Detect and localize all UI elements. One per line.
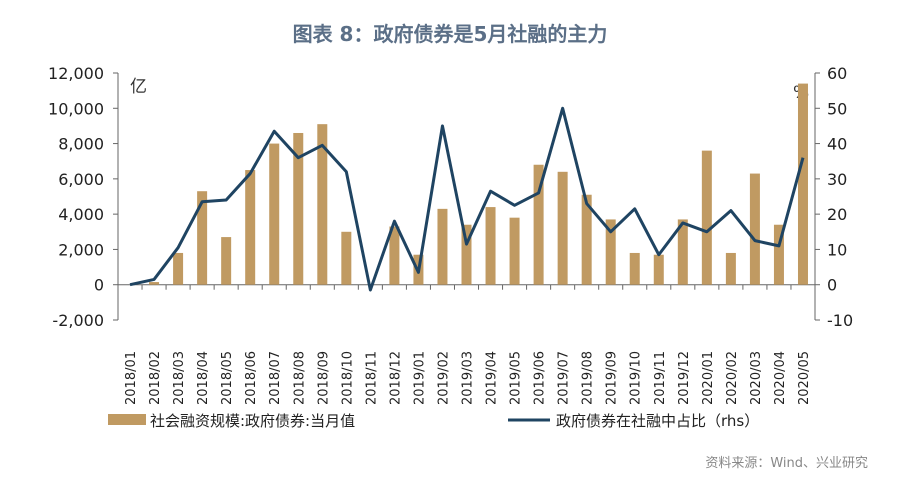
bar — [269, 143, 280, 285]
x-tick-label: 2018/01 — [124, 351, 139, 405]
x-tick-label: 2019/01 — [412, 351, 427, 405]
right-tick-label: -10 — [827, 311, 853, 330]
bar — [725, 252, 736, 285]
bar — [605, 219, 616, 285]
x-tick-label: 2018/03 — [172, 351, 187, 405]
x-tick-label: 2019/07 — [557, 351, 572, 405]
bar — [389, 226, 400, 285]
x-tick-label: 2019/04 — [485, 351, 500, 405]
legend-line-label: 政府债券在社融中占比（rhs） — [556, 412, 759, 430]
x-tick-label: 2018/08 — [292, 351, 307, 405]
bar — [221, 237, 232, 285]
x-tick-label: 2018/02 — [148, 351, 163, 405]
x-tick-label: 2020/04 — [773, 351, 788, 405]
x-tick-label: 2019/06 — [533, 351, 548, 405]
legend-bar-swatch — [108, 414, 146, 425]
left-tick-label: -2,000 — [52, 311, 104, 330]
bar — [653, 254, 664, 285]
x-tick-label: 2019/03 — [461, 351, 476, 405]
chart-title: 图表 8：政府债券是5月社融的主力 — [292, 22, 608, 46]
x-tick-label: 2018/05 — [220, 351, 235, 405]
left-tick-label: 0 — [94, 276, 104, 295]
bar — [437, 208, 448, 285]
bar — [149, 282, 160, 285]
x-tick-label: 2020/02 — [725, 351, 740, 405]
bar — [773, 224, 784, 285]
right-tick-label: 0 — [827, 276, 837, 295]
bar — [629, 252, 640, 285]
bar — [749, 173, 760, 285]
bar — [245, 170, 256, 285]
bar — [677, 219, 688, 285]
bar — [509, 217, 520, 285]
left-tick-label: 6,000 — [58, 170, 104, 189]
right-tick-label: 60 — [827, 64, 847, 83]
x-tick-label: 2018/12 — [388, 351, 403, 405]
bar — [197, 191, 208, 285]
left-tick-label: 2,000 — [58, 240, 104, 259]
right-tick-label: 20 — [827, 205, 847, 224]
bar — [533, 164, 544, 285]
left-tick-label: 12,000 — [48, 64, 104, 83]
bar — [701, 150, 712, 285]
right-tick-label: 50 — [827, 99, 847, 118]
bar — [557, 171, 568, 285]
x-tick-label: 2019/08 — [581, 351, 596, 405]
x-tick-label: 2019/12 — [677, 351, 692, 405]
bar — [581, 194, 592, 285]
bar — [293, 132, 304, 285]
right-tick-label: 40 — [827, 135, 847, 154]
x-tick-label: 2020/05 — [797, 351, 812, 405]
source-note: 资料来源：Wind、兴业研究 — [705, 456, 868, 471]
bar — [317, 124, 328, 285]
left-tick-label: 10,000 — [48, 99, 104, 118]
legend-bar-label: 社会融资规模:政府债券:当月值 — [150, 412, 355, 430]
x-tick-label: 2019/02 — [436, 351, 451, 405]
x-tick-label: 2018/06 — [244, 351, 259, 405]
left-tick-label: 8,000 — [58, 135, 104, 154]
x-tick-label: 2019/11 — [653, 351, 668, 405]
right-tick-label: 10 — [827, 240, 847, 259]
x-tick-label: 2018/10 — [340, 351, 355, 405]
x-tick-label: 2018/04 — [196, 351, 211, 405]
bar — [485, 207, 496, 285]
bar — [461, 224, 472, 285]
left-tick-label: 4,000 — [58, 205, 104, 224]
bar — [341, 231, 352, 285]
x-tick-label: 2020/03 — [749, 351, 764, 405]
x-tick-label: 2018/07 — [268, 351, 283, 405]
right-tick-label: 30 — [827, 170, 847, 189]
x-tick-label: 2019/10 — [629, 351, 644, 405]
left-unit-label: 亿 — [130, 77, 147, 97]
x-tick-label: 2018/09 — [316, 351, 331, 405]
x-tick-label: 2019/05 — [509, 351, 524, 405]
x-tick-label: 2020/01 — [701, 351, 716, 405]
bar — [797, 83, 808, 285]
x-tick-label: 2018/11 — [364, 351, 379, 405]
bar — [173, 252, 184, 285]
x-tick-label: 2019/09 — [605, 351, 620, 405]
